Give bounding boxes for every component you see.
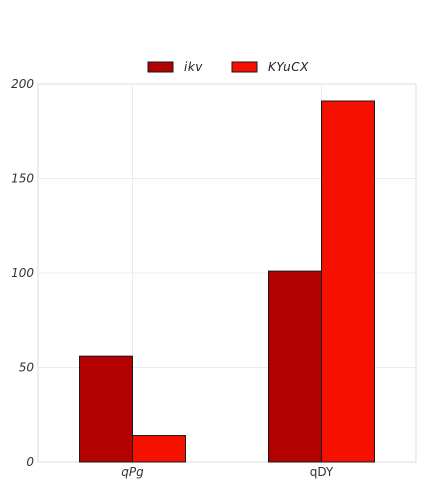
x-axis: qPg qDY xyxy=(121,465,334,479)
x-tick-label: qPg xyxy=(121,465,144,479)
legend-item-ikv[interactable]: ikv xyxy=(147,60,203,74)
y-tick-label: 50 xyxy=(19,361,35,375)
bar-ikv-qDY[interactable] xyxy=(268,270,322,463)
legend-swatch xyxy=(147,61,174,73)
y-tick-label: 100 xyxy=(11,266,34,280)
x-tick-label: qDY xyxy=(310,465,334,479)
bar-ikv-qPg[interactable] xyxy=(79,355,133,463)
bar-KYuCX-qDY[interactable] xyxy=(321,100,375,463)
legend[interactable]: ikv KYuCX xyxy=(147,60,309,74)
bar-KYuCX-qPg[interactable] xyxy=(132,435,186,463)
y-axis: 0 50 100 150 200 xyxy=(11,77,34,469)
legend-swatch xyxy=(231,61,258,73)
legend-label: KYuCX xyxy=(268,60,309,74)
y-tick-label: 0 xyxy=(26,455,34,469)
legend-label: ikv xyxy=(184,60,203,74)
legend-item-KYuCX[interactable]: KYuCX xyxy=(231,60,309,74)
y-tick-label: 200 xyxy=(11,77,34,91)
bars xyxy=(79,100,375,463)
y-tick-label: 150 xyxy=(11,172,34,186)
